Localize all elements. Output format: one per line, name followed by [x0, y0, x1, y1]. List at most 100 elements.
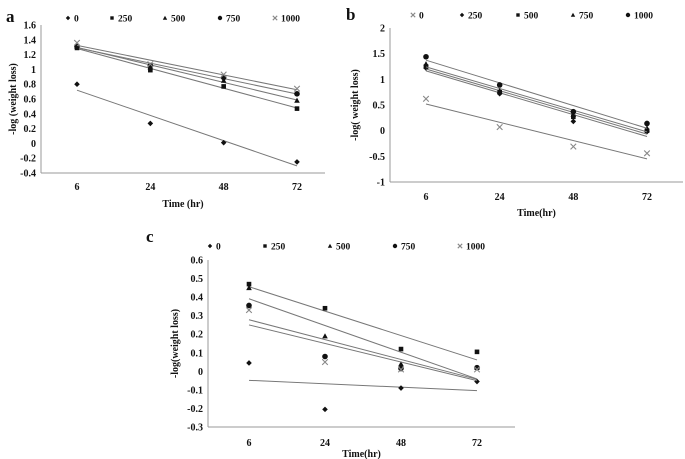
- trendline: [76, 48, 298, 109]
- y-tick-label: 1.4: [24, 35, 37, 46]
- x-tick-label: 72: [642, 192, 652, 203]
- series-0: 0: [410, 12, 651, 160]
- y-tick-label: 0: [31, 139, 36, 150]
- x-tick-label: 24: [495, 192, 505, 203]
- trendline: [76, 47, 298, 95]
- y-tick-label: 1.6: [24, 21, 37, 32]
- legend-entry: 1000: [634, 12, 653, 22]
- legend-entry: 250: [271, 243, 286, 253]
- circle-marker: [74, 43, 80, 50]
- x-tick-label: 24: [145, 182, 155, 193]
- legend-entry: 1000: [281, 15, 300, 25]
- series-1000: 1000: [423, 12, 653, 129]
- chart-panel-c: c 0.6 0.5 0.4 0.3 0.2 0.1 0 -0.1 -0.2 -0.3 6 24 48 72 T…: [146, 227, 515, 459]
- circle-marker: [644, 120, 650, 127]
- x-marker: [570, 143, 577, 150]
- circle-marker: [570, 108, 577, 115]
- legend-entry: 0: [419, 12, 424, 22]
- y-tick-label: -0.2: [187, 404, 203, 415]
- square-marker: [474, 349, 480, 355]
- x-marker: [457, 243, 463, 249]
- circle-marker: [423, 53, 429, 60]
- trendline: [248, 324, 478, 382]
- series-1000: 1000: [73, 15, 300, 92]
- series-750: 750: [74, 15, 300, 97]
- diamond-marker: [294, 159, 300, 165]
- y-tick-label: 1: [380, 75, 385, 86]
- legend-entry: 750: [401, 243, 416, 253]
- x-marker: [397, 366, 405, 373]
- y-tick-label: 0.4: [191, 293, 204, 304]
- legend-entry: 500: [336, 243, 351, 253]
- diamond-marker: [246, 360, 252, 366]
- y-axis-title: -log( weight loss): [350, 69, 361, 141]
- x-marker: [73, 39, 81, 46]
- x-tick-label: 48: [568, 192, 578, 203]
- y-tick-label: 0.2: [24, 124, 37, 135]
- x-tick-label: 48: [219, 182, 229, 193]
- series-0: 0: [65, 15, 300, 167]
- diamond-marker: [398, 385, 404, 391]
- diamond-marker: [570, 118, 577, 125]
- trendline: [248, 298, 478, 380]
- triangle-marker: [327, 243, 333, 248]
- triangle-marker: [570, 12, 576, 17]
- panel-label: a: [6, 7, 15, 26]
- series-250: 250: [74, 15, 300, 111]
- trendline: [248, 379, 478, 392]
- y-tick-label: 1.5: [373, 49, 386, 60]
- y-tick-label: 0.3: [191, 311, 204, 322]
- triangle-marker: [162, 15, 168, 20]
- circle-marker: [496, 82, 503, 88]
- legend-entry: 500: [524, 12, 539, 22]
- x-marker: [643, 150, 651, 157]
- square-marker: [644, 128, 650, 133]
- legend-entry: 500: [171, 15, 186, 25]
- x-axis-title: Time(hr): [517, 208, 556, 219]
- y-tick-label: 1.2: [24, 50, 37, 61]
- trendline: [425, 59, 648, 129]
- triangle-marker: [398, 361, 404, 367]
- x-tick-label: 48: [396, 438, 406, 449]
- y-axis-title: -log (weight loss): [8, 63, 19, 135]
- panel-label: b: [346, 5, 355, 24]
- trendline: [248, 319, 478, 380]
- diamond-marker: [65, 15, 71, 21]
- diamond-marker: [74, 81, 80, 87]
- y-tick-label: 0.4: [24, 109, 37, 120]
- chart-panel-b: b 2 1.5 1 0.5 0 -0.5 -1 6 24 48 72 Time(hr) -log( wei…: [346, 5, 683, 219]
- circle-marker: [625, 12, 631, 18]
- square-marker: [110, 16, 114, 20]
- trendline: [425, 103, 648, 160]
- series-250: 250: [246, 243, 480, 361]
- y-tick-label: 0: [198, 367, 203, 378]
- series-250: 250: [423, 12, 650, 137]
- x-tick-label: 6: [424, 192, 429, 203]
- square-marker: [322, 305, 328, 311]
- x-tick-label: 24: [320, 438, 330, 449]
- diamond-marker: [474, 378, 480, 385]
- y-tick-label: -0.3: [187, 423, 203, 434]
- y-tick-label: -0.1: [187, 385, 203, 396]
- y-tick-label: 1: [31, 65, 36, 76]
- square-marker: [148, 67, 153, 73]
- y-tick-label: 0.6: [24, 95, 37, 106]
- y-tick-label: 0.5: [191, 274, 204, 285]
- square-marker: [398, 346, 404, 352]
- circle-marker: [398, 365, 404, 372]
- y-tick-label: -0.5: [369, 152, 385, 163]
- series-0: 0: [207, 243, 480, 413]
- circle-marker: [246, 302, 252, 309]
- trendline: [76, 89, 298, 167]
- x-tick-label: 6: [247, 438, 252, 449]
- legend-entry: 750: [579, 12, 594, 22]
- legend-entry: 250: [468, 12, 483, 22]
- series-750: 750: [246, 243, 480, 380]
- y-tick-label: -0.2: [20, 154, 36, 165]
- diamond-marker: [147, 120, 154, 127]
- circle-marker: [147, 62, 154, 69]
- x-axis-title: Time (hr): [162, 199, 203, 210]
- trendline: [76, 44, 298, 91]
- trendline: [76, 46, 298, 101]
